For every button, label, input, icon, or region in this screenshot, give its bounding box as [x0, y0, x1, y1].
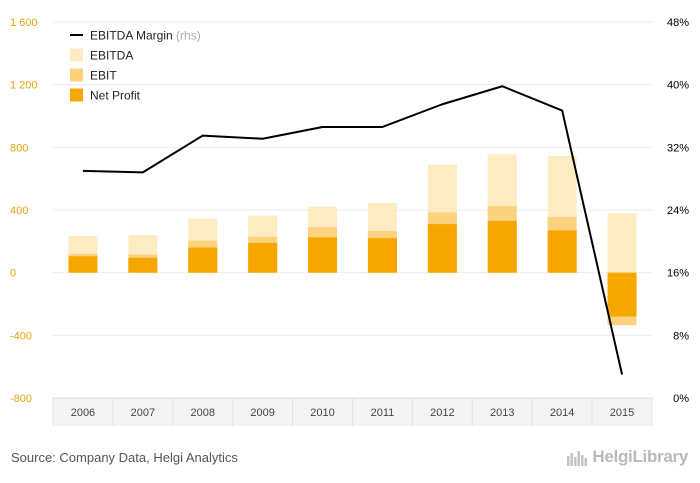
bars	[68, 154, 637, 326]
net-profit-bar	[188, 247, 218, 273]
chart-svg: 2006 2007 2008 2009 2010 2011 2012 2013 2014 2015…	[10, 17, 689, 426]
net-profit-bar	[607, 272, 637, 317]
y-right-tick-label: 0%	[673, 393, 689, 405]
legend-label-suffix: (rhs)	[173, 29, 201, 43]
x-tick-label: 2007	[131, 407, 155, 419]
ebitda-bar	[607, 213, 637, 273]
x-tick-label: 2015	[610, 407, 634, 419]
y-left-tick-label: -800	[10, 393, 32, 405]
source-note: Source: Company Data, Helgi Analytics	[11, 450, 238, 465]
y-left-tick-label: -400	[10, 330, 32, 342]
y-left-tick-label: 800	[10, 142, 28, 154]
legend-label-text: EBIT	[90, 69, 117, 83]
x-tick-label: 2009	[250, 407, 274, 419]
net-profit-bar	[128, 257, 158, 273]
x-tick-label: 2008	[191, 407, 215, 419]
legend-label: EBITDA	[90, 49, 133, 63]
net-profit-bar	[68, 256, 98, 273]
brand-name: HelgiLibrary	[592, 447, 688, 466]
y-left-tick-label: 0	[10, 268, 16, 280]
x-tick-label: 2011	[371, 407, 395, 419]
net-profit-bar	[308, 237, 338, 273]
legend-label-text: Net Profit	[90, 89, 141, 103]
net-profit-bar	[427, 224, 457, 273]
axes: 2006 2007 2008 2009 2010 2011 2012 2013 2014 2015…	[10, 17, 689, 426]
legend-label-text: EBITDA Margin	[90, 29, 173, 43]
x-tick-label: 2010	[310, 407, 334, 419]
ebitda-margin-line	[82, 85, 624, 375]
legend-swatch	[70, 68, 83, 82]
y-right-tick-label: 48%	[667, 17, 689, 29]
x-tick-label: 2012	[430, 407, 454, 419]
net-profit-bar	[487, 220, 517, 273]
net-profit-bar	[248, 242, 278, 273]
legend-label: EBIT	[90, 69, 117, 83]
legend-label-text: EBITDA	[90, 49, 133, 63]
x-tick-label: 2006	[71, 407, 95, 419]
y-right-tick-label: 40%	[667, 80, 689, 92]
x-tick-label: 2013	[490, 407, 514, 419]
legend-label: Net Profit	[90, 89, 141, 103]
library-icon	[567, 451, 588, 466]
brand-logo: HelgiLibrary	[566, 447, 688, 467]
net-profit-bar	[547, 230, 577, 273]
legend: EBITDA Margin (rhs) EBITDA EBIT Net Profit	[70, 29, 201, 103]
y-right-tick-label: 8%	[673, 330, 689, 342]
y-left-tick-label: 1 200	[10, 80, 38, 92]
x-tick-label: 2014	[550, 407, 574, 419]
y-right-tick-label: 16%	[667, 268, 689, 280]
net-profit-bar	[367, 238, 397, 273]
y-right-tick-label: 24%	[667, 205, 689, 217]
margin-line-layer	[82, 85, 624, 375]
legend-swatch	[70, 48, 83, 62]
legend-swatch	[70, 88, 83, 102]
legend-label: EBITDA Margin (rhs)	[90, 29, 201, 43]
y-left-tick-label: 400	[10, 205, 28, 217]
y-left-tick-label: 1 600	[10, 17, 38, 29]
y-right-tick-label: 32%	[667, 142, 689, 154]
